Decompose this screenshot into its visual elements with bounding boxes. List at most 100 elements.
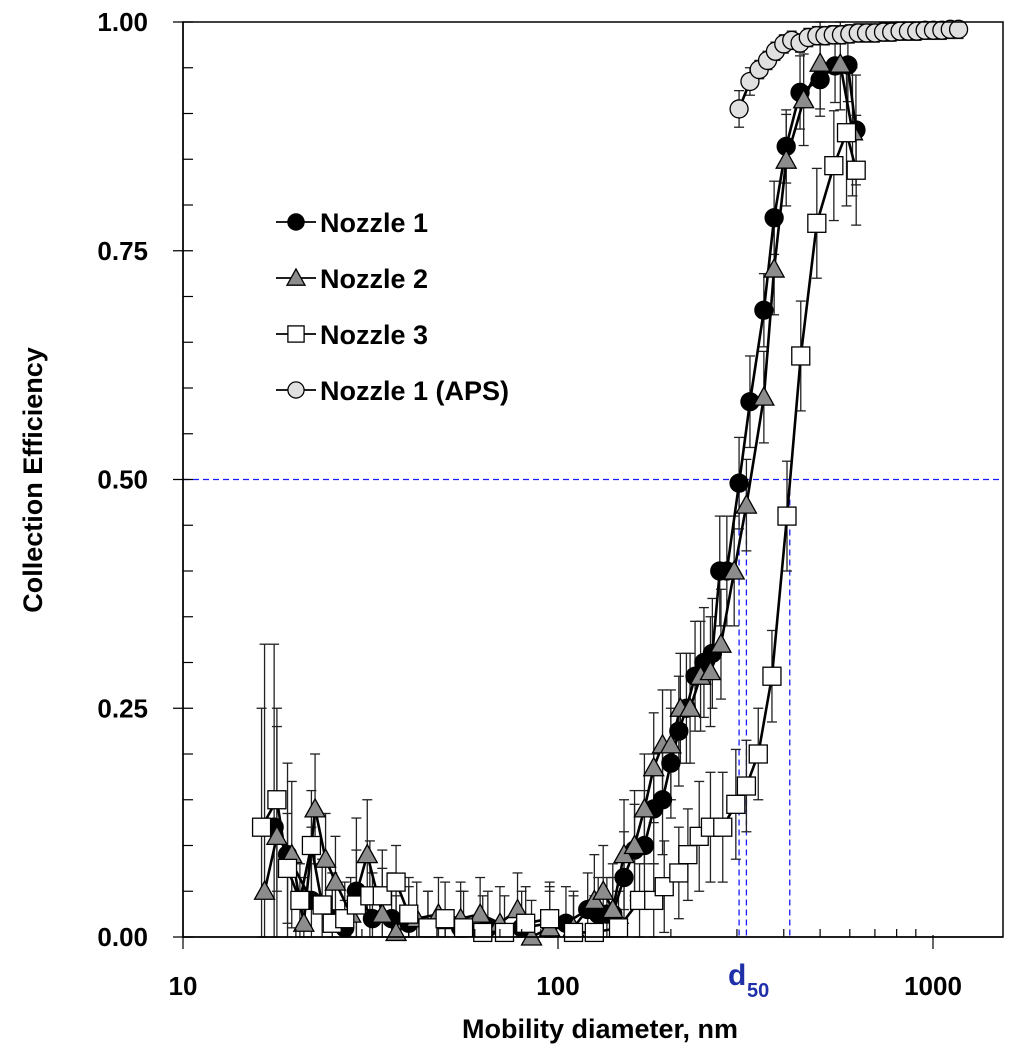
series-nozzle-3-point [608, 918, 629, 938]
series-nozzle-1-aps-point [948, 19, 969, 39]
series-nozzle-3-point [399, 904, 419, 924]
series-nozzle-3-point [453, 918, 474, 938]
y-tick-label: 0.75 [97, 236, 148, 266]
series-nozzle-3-point [736, 776, 757, 796]
series-nozzle-3-point [494, 922, 515, 943]
legend-nozzle-2: Nozzle 2 [276, 264, 428, 294]
series-nozzle-2-point [292, 911, 315, 932]
series-nozzle-3-point [824, 156, 844, 176]
series-nozzle-3-point [791, 346, 811, 366]
y-tick-label: 0.25 [97, 693, 148, 723]
legend-nozzle-1: Nozzle 1 [276, 208, 428, 238]
series-nozzle-2-point [642, 756, 665, 777]
series-nozzle-3-point [312, 895, 332, 915]
series-nozzle-2-point [623, 834, 646, 855]
series-nozzle-1-point [614, 867, 634, 888]
x-axis-title: Mobility diameter, nm [462, 1014, 738, 1044]
legend-label: Nozzle 3 [320, 320, 428, 350]
legend-label: Nozzle 1 [320, 208, 428, 238]
series-nozzle-3-point [846, 160, 866, 180]
series-nozzle-1-point [810, 69, 830, 90]
series-nozzle-1-aps-point [729, 99, 749, 119]
legend-label: Nozzle 2 [320, 264, 428, 294]
tick-labels: 0.00 0.25 0.50 0.75 1.00 10 100 1000 [97, 7, 962, 1001]
series-nozzle-1-point [652, 790, 673, 810]
series-nozzle-2-point [324, 870, 347, 891]
series-nozzle-2-point [314, 847, 337, 868]
series-nozzle-2-point [735, 493, 758, 514]
series-nozzle-2-point [829, 52, 852, 73]
series-nozzle-2-point [469, 902, 492, 923]
series-nozzle-2-line [263, 61, 854, 939]
series-nozzle-3-point [251, 817, 272, 837]
series-nozzle-3-point [807, 213, 827, 233]
x-tick-label: 100 [536, 971, 579, 1001]
series-nozzle-1-point [661, 753, 681, 773]
series-nozzle-2-point [265, 825, 289, 845]
x-tick-label: 10 [169, 971, 198, 1001]
series-nozzle-3-point [516, 913, 536, 933]
axes [173, 21, 1003, 949]
series-nozzle-3-point [301, 835, 322, 856]
legend: Nozzle 1 Nozzle 2 Nozzle 3 Nozzle 1 (APS) [276, 208, 509, 406]
series-nozzle-2-point [709, 632, 733, 653]
series-nozzle-3-point [290, 890, 310, 911]
series-nozzle-2-point [633, 797, 656, 818]
series-nozzle-2-point [303, 797, 327, 818]
y-axis-title: Collection Efficiency [18, 347, 48, 613]
series-nozzle-3-point [277, 858, 298, 879]
series-nozzle-3-point [836, 123, 857, 143]
series-nozzle-3-point [584, 922, 604, 943]
series-nozzle-3-point [539, 909, 560, 929]
series-nozzle-3-point [726, 794, 746, 814]
series-nozzle-1-line [272, 63, 858, 930]
series-nozzle-1-point [729, 473, 749, 493]
series-nozzle-2-point [253, 879, 276, 900]
series-nozzle-2-point [723, 559, 746, 580]
series-nozzle-2-point [752, 385, 775, 406]
legend-label: Nozzle 1 (APS) [320, 376, 509, 406]
series-nozzle-3-point [654, 877, 674, 897]
series-nozzle-3-point [473, 922, 493, 943]
series-nozzle-2-point [792, 88, 815, 109]
series-nozzle-1-point [754, 300, 774, 320]
legend-marker [287, 381, 305, 399]
series-nozzle-3-point [386, 872, 406, 892]
series-nozzle-3-point [762, 666, 782, 686]
series-markers [251, 19, 969, 946]
d50-label: d [728, 959, 746, 992]
series-nozzle-2-point [520, 925, 543, 946]
series-nozzle-2-point [356, 843, 379, 864]
legend-marker [287, 325, 305, 343]
series-nozzle-2-point [678, 696, 702, 717]
series-nozzle-3-point [435, 909, 455, 929]
series-nozzle-3-point [777, 506, 797, 526]
series-nozzle-2-point [592, 879, 615, 900]
x-tick-label: 1000 [904, 971, 962, 1001]
d50-annotation: d 50 [728, 959, 769, 1002]
series-nozzle-3-point [713, 817, 733, 837]
series-nozzle-1-point [764, 208, 784, 228]
series-nozzle-3-point [563, 922, 584, 943]
series-nozzle-2-point [763, 257, 786, 278]
series-nozzle-3-point [669, 863, 689, 883]
y-tick-label: 0.50 [97, 465, 148, 495]
y-tick-label: 0.00 [97, 922, 148, 952]
legend-marker [285, 267, 307, 286]
series-nozzle-2-point [384, 921, 408, 942]
y-tick-label: 1.00 [97, 7, 148, 37]
legend-marker [287, 213, 305, 231]
series-nozzle-3-point [418, 918, 438, 938]
series-nozzle-2-point [601, 898, 624, 919]
series-nozzle-2-point [699, 660, 722, 681]
legend-nozzle-3: Nozzle 3 [276, 320, 428, 350]
series-nozzle-3-point [678, 845, 698, 865]
series-nozzle-2-point [659, 733, 682, 754]
series-nozzle-2-point [775, 148, 798, 169]
series-nozzle-2-point [809, 51, 832, 72]
series-nozzle-3-line [260, 131, 858, 934]
legend-nozzle-1-aps: Nozzle 1 (APS) [276, 376, 509, 406]
series-nozzle-2-point [371, 902, 394, 923]
series-nozzle-3-point [748, 744, 768, 764]
